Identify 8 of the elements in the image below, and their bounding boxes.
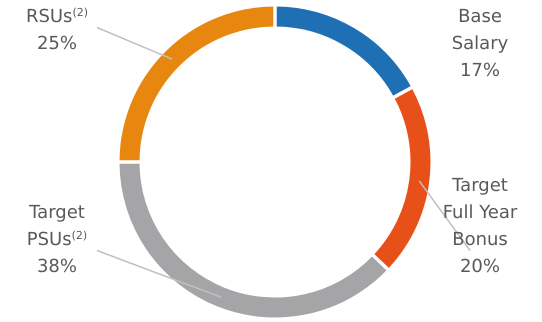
data-label: 17% xyxy=(460,60,500,81)
data-label: 20% xyxy=(460,256,500,277)
slice-label: RSUs$^{(2)}$ xyxy=(26,6,88,27)
slice-label: Target Full Year Bonus xyxy=(442,175,518,250)
slice-label: Base Salary xyxy=(452,6,509,54)
data-label: 25% xyxy=(36,33,78,54)
slice-label: Target PSUs$^{(2)}$ xyxy=(26,202,88,250)
data-label: 38% xyxy=(36,256,78,277)
